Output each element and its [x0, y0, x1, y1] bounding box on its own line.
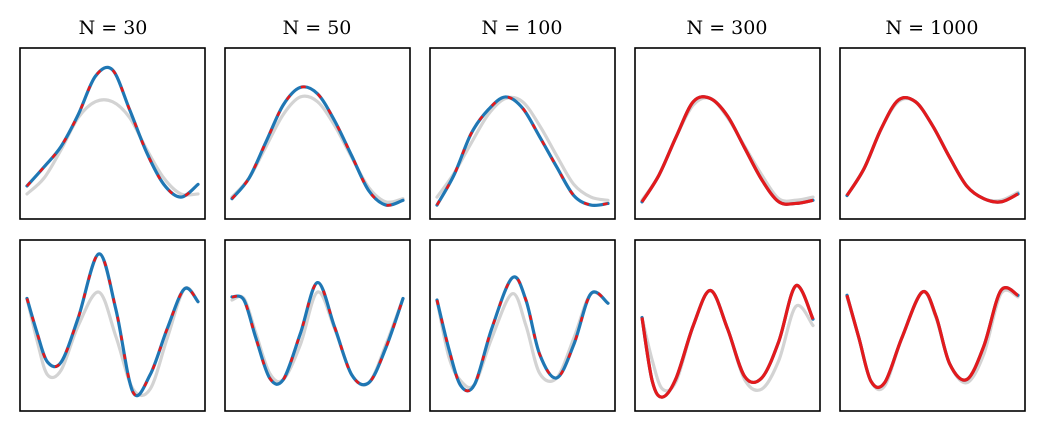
- truth-line: [25, 286, 200, 398]
- blue-line: [640, 284, 815, 399]
- column-title-n50: N = 50: [283, 17, 352, 39]
- red-line: [435, 275, 609, 393]
- blue-line: [435, 95, 610, 208]
- panel-r1-c3: [429, 47, 616, 220]
- blue-line: [435, 275, 610, 393]
- panel-r2-c2: [224, 239, 411, 412]
- red-line: [25, 252, 200, 397]
- column-title-n30: N = 30: [79, 17, 148, 39]
- truth-line: [25, 98, 200, 197]
- panel-frame: [429, 239, 616, 412]
- red-line: [640, 95, 814, 206]
- panel-r1-c5: [839, 47, 1026, 220]
- panel-r2-c3: [429, 239, 616, 412]
- panel-frame: [19, 239, 206, 412]
- panels: [19, 47, 1026, 412]
- red-line: [435, 95, 609, 207]
- panel-frame: [224, 47, 411, 220]
- blue-line: [230, 85, 405, 207]
- column-title-n100: N = 100: [482, 17, 563, 39]
- panel-frame: [839, 47, 1026, 220]
- panel-frame: [634, 239, 821, 412]
- red-line: [845, 286, 1019, 390]
- panel-frame: [839, 239, 1026, 412]
- panel-frame: [634, 47, 821, 220]
- truth-line: [230, 94, 405, 204]
- blue-line: [230, 280, 405, 387]
- blue-line: [25, 65, 200, 199]
- column-title-n1000: N = 1000: [886, 17, 979, 39]
- panel-frame: [429, 47, 616, 220]
- red-line: [640, 284, 815, 399]
- red-line: [26, 66, 199, 199]
- column-title-n300: N = 300: [687, 17, 768, 39]
- panel-r1-c2: [224, 47, 411, 220]
- panel-r1-c4: [634, 47, 821, 220]
- truth-line: [435, 95, 610, 202]
- panel-r2-c1: [19, 239, 206, 412]
- panel-frame: [19, 47, 206, 220]
- panel-frame: [224, 239, 411, 412]
- red-line: [845, 95, 1019, 204]
- panel-r2-c4: [634, 239, 821, 412]
- red-line: [230, 85, 404, 207]
- panel-r2-c5: [839, 239, 1026, 412]
- truth-line: [435, 290, 610, 390]
- panel-r1-c1: [19, 47, 206, 220]
- blue-line: [640, 95, 815, 206]
